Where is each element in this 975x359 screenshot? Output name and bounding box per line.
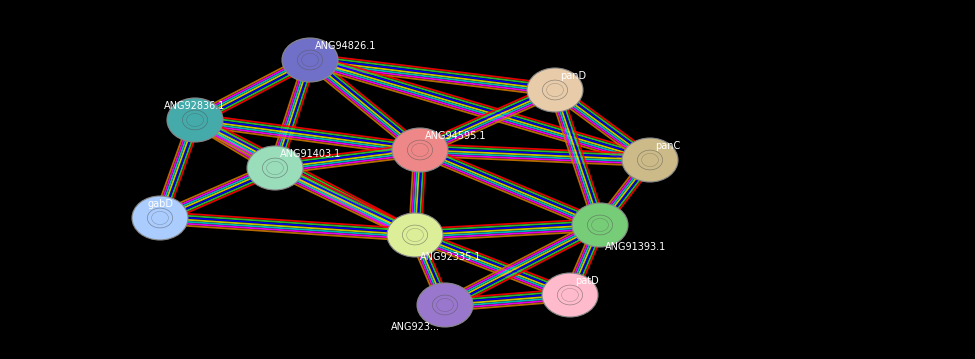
Ellipse shape (262, 158, 288, 178)
Text: ANG94826.1: ANG94826.1 (315, 41, 376, 51)
Text: ANG92335.1: ANG92335.1 (420, 252, 482, 262)
Ellipse shape (642, 153, 658, 167)
Ellipse shape (527, 68, 583, 112)
Ellipse shape (411, 143, 428, 157)
Ellipse shape (147, 208, 173, 228)
Ellipse shape (622, 138, 678, 182)
Ellipse shape (592, 218, 608, 232)
Ellipse shape (558, 285, 583, 305)
Ellipse shape (387, 213, 443, 257)
Ellipse shape (301, 53, 319, 67)
Ellipse shape (562, 288, 578, 302)
Ellipse shape (437, 298, 453, 312)
Text: ANG92836.1: ANG92836.1 (165, 101, 225, 111)
Ellipse shape (403, 225, 428, 245)
Text: ANG91393.1: ANG91393.1 (605, 242, 666, 252)
Ellipse shape (638, 150, 663, 170)
Ellipse shape (282, 38, 338, 82)
Text: ANG91403.1: ANG91403.1 (280, 149, 341, 159)
Text: patD: patD (575, 276, 599, 286)
Ellipse shape (542, 273, 598, 317)
Ellipse shape (167, 98, 223, 142)
Ellipse shape (407, 228, 423, 242)
Ellipse shape (266, 162, 284, 174)
Ellipse shape (247, 146, 303, 190)
Ellipse shape (432, 295, 457, 315)
Text: ANG94595.1: ANG94595.1 (425, 131, 487, 141)
Text: panD: panD (560, 71, 586, 81)
Ellipse shape (297, 50, 323, 70)
Text: panC: panC (655, 141, 681, 151)
Ellipse shape (182, 110, 208, 130)
Ellipse shape (547, 83, 564, 97)
Ellipse shape (132, 196, 188, 240)
Ellipse shape (408, 140, 433, 160)
Ellipse shape (151, 211, 169, 225)
Text: gabD: gabD (147, 199, 173, 209)
Ellipse shape (587, 215, 612, 235)
Ellipse shape (542, 80, 567, 100)
Ellipse shape (572, 203, 628, 247)
Ellipse shape (186, 113, 204, 127)
Ellipse shape (392, 128, 448, 172)
Text: ANG923...: ANG923... (391, 322, 440, 332)
Ellipse shape (417, 283, 473, 327)
